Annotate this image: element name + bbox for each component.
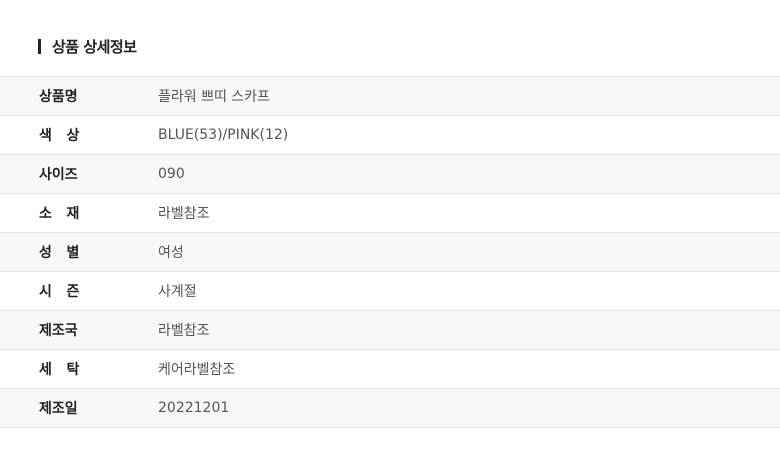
row-label: 제조일 xyxy=(39,401,78,417)
row-value: 사계절 xyxy=(158,284,197,300)
section-heading: 상품 상세정보 xyxy=(38,36,137,56)
row-label: 상품명 xyxy=(39,89,78,105)
table-row: 제조일 20221201 xyxy=(0,388,780,428)
row-value: 여성 xyxy=(158,245,184,261)
row-value: 플라워 쁘띠 스카프 xyxy=(158,89,270,105)
row-value: 케어라벨참조 xyxy=(158,362,236,378)
table-row: 색 상 BLUE(53)/PINK(12) xyxy=(0,115,780,155)
row-value: 20221201 xyxy=(158,400,230,416)
row-label: 사이즈 xyxy=(39,167,78,183)
section-title: 상품 상세정보 xyxy=(52,37,137,56)
table-row: 소 재 라벨참조 xyxy=(0,193,780,233)
table-row: 성 별 여성 xyxy=(0,232,780,272)
row-value: BLUE(53)/PINK(12) xyxy=(158,127,289,143)
row-label: 성 별 xyxy=(39,245,80,261)
table-row: 시 즌 사계절 xyxy=(0,271,780,311)
table-row: 상품명 플라워 쁘띠 스카프 xyxy=(0,76,780,116)
row-label: 소 재 xyxy=(39,206,80,222)
row-label: 제조국 xyxy=(39,323,78,339)
row-label: 세 탁 xyxy=(39,362,80,378)
heading-bar xyxy=(38,38,41,54)
table-row: 제조국 라벨참조 xyxy=(0,310,780,350)
row-label: 색 상 xyxy=(39,128,80,144)
row-value: 라벨참조 xyxy=(158,206,210,222)
table-row: 세 탁 케어라벨참조 xyxy=(0,349,780,389)
row-value: 라벨참조 xyxy=(158,323,210,339)
table-row: 사이즈 090 xyxy=(0,154,780,194)
row-label: 시 즌 xyxy=(39,284,80,300)
row-value: 090 xyxy=(158,166,185,182)
